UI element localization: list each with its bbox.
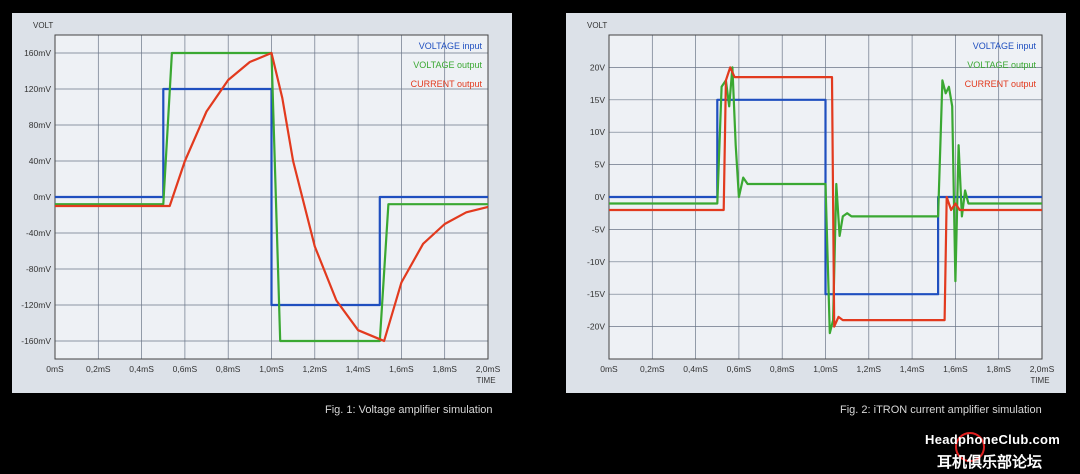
x-tick-label: 1,4mS: [346, 364, 371, 374]
x-tick-label: 1,4mS: [900, 364, 925, 374]
legend-entry: CURRENT output: [411, 79, 483, 89]
legend-entry: VOLTAGE output: [413, 60, 482, 70]
y-tick-label: -40mV: [26, 228, 51, 238]
x-axis-title: TIME: [1030, 376, 1049, 385]
current-amplifier-chart: 0mS 0,2mS 0,4mS 0,6mS 0,8mS 1,0mS 1,2mS 1,4mS 1,…: [587, 21, 1055, 385]
watermark-site-text: HeadphoneClub.com: [925, 432, 1061, 447]
y-axis-title: VOLT: [33, 21, 53, 30]
x-tick-label: 1,0mS: [813, 364, 838, 374]
y-tick-label: -120mV: [21, 300, 51, 310]
x-tick-label: 0,4mS: [683, 364, 708, 374]
x-tick-label: 0,4mS: [129, 364, 154, 374]
x-tick-label: 0,6mS: [173, 364, 198, 374]
x-tick-label: 1,8mS: [432, 364, 457, 374]
legend-entry: VOLTAGE input: [973, 41, 1037, 51]
y-tick-label: 0V: [595, 192, 606, 202]
x-tick-label: 0,8mS: [770, 364, 795, 374]
chart-panel-right: 0mS 0,2mS 0,4mS 0,6mS 0,8mS 1,0mS 1,2mS 1,4mS 1,…: [566, 13, 1066, 393]
x-tick-label: 0,8mS: [216, 364, 241, 374]
y-tick-label: -15V: [587, 289, 605, 299]
y-tick-label: 160mV: [24, 48, 51, 58]
x-tick-label: 1,6mS: [389, 364, 414, 374]
y-tick-label: -10V: [587, 257, 605, 267]
watermark-forum-text: 耳机俱乐部论坛: [937, 454, 1043, 471]
legend-entry: CURRENT output: [965, 79, 1037, 89]
voltage-amplifier-chart: 0mS 0,2mS 0,4mS 0,6mS 0,8mS 1,0mS 1,2mS 1,4mS 1,…: [21, 21, 501, 385]
figure-caption-right: Fig. 2: iTRON current amplifier simulati…: [840, 404, 1042, 416]
legend-entry: VOLTAGE output: [967, 60, 1036, 70]
x-tick-label: 1,2mS: [857, 364, 882, 374]
series-line-current-output: [609, 66, 1042, 328]
y-tick-label: 15V: [590, 95, 605, 105]
y-tick-label: -80mV: [26, 264, 51, 274]
series-line-voltage-output: [609, 66, 1042, 335]
x-axis-title: TIME: [476, 376, 495, 385]
y-tick-label: 80mV: [29, 120, 52, 130]
y-tick-label: -5V: [592, 224, 606, 234]
y-tick-label: 20V: [590, 62, 605, 72]
x-tick-label: 1,8mS: [986, 364, 1011, 374]
y-tick-label: -20V: [587, 322, 605, 332]
y-tick-label: 40mV: [29, 156, 52, 166]
y-tick-label: -160mV: [21, 336, 51, 346]
series-line-voltage-output: [55, 51, 488, 343]
figure-caption-left: Fig. 1: Voltage amplifier simulation: [325, 404, 493, 416]
x-tick-label: 0mS: [46, 364, 64, 374]
legend-entry: VOLTAGE input: [419, 41, 483, 51]
x-tick-label: 0,2mS: [640, 364, 665, 374]
x-tick-label: 1,2mS: [303, 364, 328, 374]
series-line-current-output: [55, 51, 489, 343]
y-tick-label: 0mV: [34, 192, 52, 202]
series-line-voltage-input: [55, 87, 488, 307]
chart-panel-left: 0mS 0,2mS 0,4mS 0,6mS 0,8mS 1,0mS 1,2mS 1,4mS 1,…: [12, 13, 512, 393]
x-tick-label: 2,0mS: [1030, 364, 1055, 374]
x-tick-label: 2,0mS: [476, 364, 501, 374]
x-tick-label: 0mS: [600, 364, 618, 374]
x-tick-label: 1,6mS: [943, 364, 968, 374]
watermark-logo: HeadphoneClub.com 耳机俱乐部论坛: [925, 432, 1077, 472]
x-tick-label: 0,6mS: [727, 364, 752, 374]
x-tick-label: 1,0mS: [259, 364, 284, 374]
y-tick-label: 10V: [590, 127, 605, 137]
x-tick-label: 0,2mS: [86, 364, 111, 374]
y-axis-title: VOLT: [587, 21, 607, 30]
y-tick-label: 5V: [595, 160, 606, 170]
headphone-logo-icon: [955, 432, 985, 462]
y-tick-label: 120mV: [24, 84, 51, 94]
